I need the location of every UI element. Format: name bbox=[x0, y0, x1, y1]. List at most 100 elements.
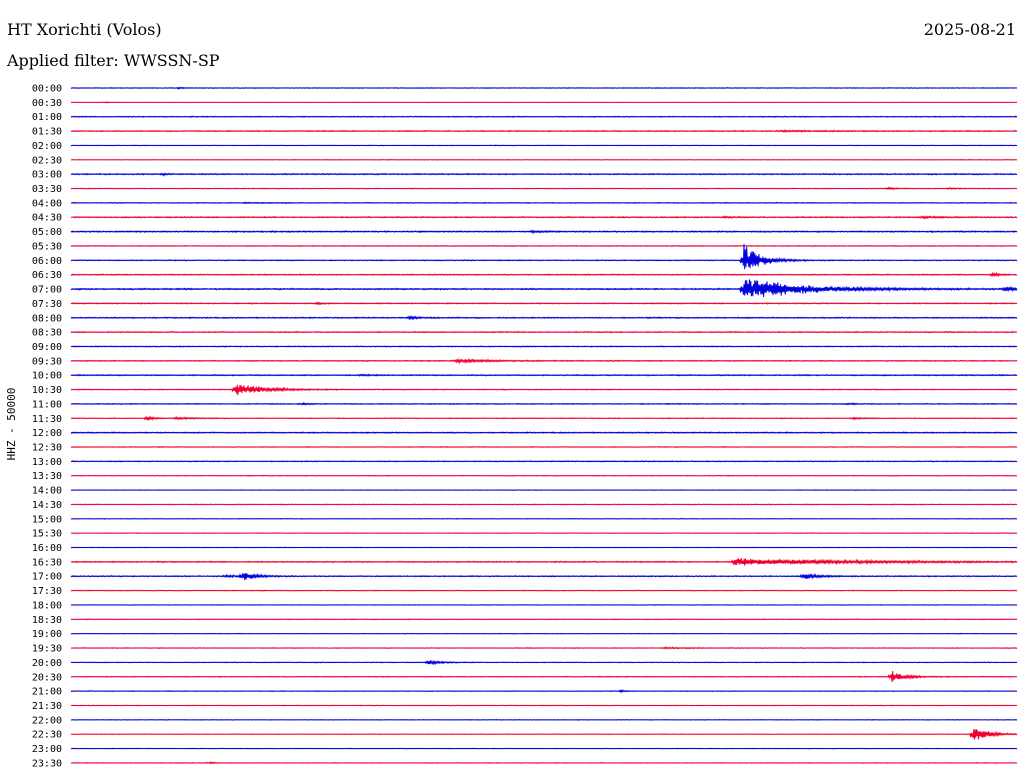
row-label-1200: 12:00 bbox=[32, 428, 62, 439]
row-label-0330: 03:30 bbox=[32, 184, 62, 195]
trace-1500 bbox=[70, 517, 1018, 520]
row-label-0100: 01:00 bbox=[32, 112, 62, 123]
trace-0700 bbox=[70, 279, 1018, 297]
trace-1900 bbox=[70, 632, 1018, 635]
row-label-1130: 11:30 bbox=[32, 414, 62, 425]
row-label-0430: 04:30 bbox=[32, 213, 62, 224]
row-label-0500: 05:00 bbox=[32, 227, 62, 238]
trace-0330 bbox=[70, 186, 1018, 191]
trace-0930 bbox=[70, 357, 1018, 365]
row-label-0600: 06:00 bbox=[32, 256, 62, 267]
row-label-0830: 08:30 bbox=[32, 328, 62, 339]
row-label-2130: 21:30 bbox=[32, 701, 62, 712]
trace-0030 bbox=[70, 101, 1018, 104]
date-label: 2025-08-21 bbox=[923, 20, 1016, 39]
row-label-2200: 22:00 bbox=[32, 715, 62, 726]
row-label-0200: 02:00 bbox=[32, 141, 62, 152]
trace-2300 bbox=[70, 747, 1018, 750]
row-label-1400: 14:00 bbox=[32, 486, 62, 497]
row-label-1630: 16:30 bbox=[32, 557, 62, 568]
trace-0730 bbox=[70, 301, 1018, 306]
row-label-0900: 09:00 bbox=[32, 342, 62, 353]
trace-0100 bbox=[70, 115, 1018, 118]
trace-2200 bbox=[70, 718, 1018, 721]
trace-0300 bbox=[70, 172, 1018, 177]
row-label-0400: 04:00 bbox=[32, 198, 62, 209]
row-label-1800: 18:00 bbox=[32, 600, 62, 611]
row-label-0130: 01:30 bbox=[32, 127, 62, 138]
trace-1330 bbox=[70, 474, 1018, 477]
row-label-1230: 12:30 bbox=[32, 443, 62, 454]
trace-0600 bbox=[70, 243, 1018, 270]
row-label-1530: 15:30 bbox=[32, 529, 62, 540]
row-label-2100: 21:00 bbox=[32, 687, 62, 698]
station-title: HT Xorichti (Volos) bbox=[7, 20, 162, 39]
row-label-1730: 17:30 bbox=[32, 586, 62, 597]
row-label-0700: 07:00 bbox=[32, 285, 62, 296]
trace-0630 bbox=[70, 271, 1018, 278]
row-label-2330: 23:30 bbox=[32, 758, 62, 769]
trace-1130 bbox=[70, 415, 1018, 421]
row-label-0800: 08:00 bbox=[32, 313, 62, 324]
trace-0200 bbox=[70, 144, 1018, 147]
trace-1530 bbox=[70, 532, 1018, 535]
trace-1400 bbox=[70, 489, 1018, 491]
row-label-1430: 14:30 bbox=[32, 500, 62, 511]
filter-label: Applied filter: WWSSN-SP bbox=[7, 51, 220, 70]
trace-2000 bbox=[70, 659, 1018, 666]
trace-1230 bbox=[70, 446, 1018, 448]
trace-1630 bbox=[70, 557, 1018, 566]
trace-1830 bbox=[70, 618, 1018, 621]
trace-0000 bbox=[70, 86, 1018, 90]
row-label-1600: 16:00 bbox=[32, 543, 62, 554]
row-label-1930: 19:30 bbox=[32, 644, 62, 655]
trace-1800 bbox=[70, 604, 1018, 606]
row-label-0730: 07:30 bbox=[32, 299, 62, 310]
row-label-0300: 03:00 bbox=[32, 170, 62, 181]
row-label-group: 00:00 00:30 01:00 01:30 02:00 02:30 03:00 03:30… bbox=[32, 84, 62, 770]
trace-0130 bbox=[70, 129, 1018, 134]
trace-0830 bbox=[70, 330, 1018, 334]
trace-1030 bbox=[70, 384, 1018, 396]
row-label-0030: 00:30 bbox=[32, 98, 62, 109]
row-label-2030: 20:30 bbox=[32, 672, 62, 683]
row-label-1100: 11:00 bbox=[32, 399, 62, 410]
trace-group bbox=[70, 86, 1018, 765]
trace-1930 bbox=[70, 646, 1018, 650]
trace-0800 bbox=[70, 315, 1018, 321]
trace-1100 bbox=[70, 401, 1018, 406]
row-label-1830: 18:30 bbox=[32, 615, 62, 626]
trace-0900 bbox=[70, 345, 1018, 348]
trace-0430 bbox=[70, 215, 1018, 220]
row-label-0000: 00:00 bbox=[32, 84, 62, 95]
row-label-0930: 09:30 bbox=[32, 356, 62, 367]
trace-1000 bbox=[70, 373, 1018, 377]
trace-2100 bbox=[70, 688, 1018, 694]
trace-1300 bbox=[70, 460, 1018, 463]
row-label-1900: 19:00 bbox=[32, 629, 62, 640]
row-label-0630: 06:30 bbox=[32, 270, 62, 281]
channel-label: HHZ - 50000 bbox=[5, 387, 18, 461]
trace-2030 bbox=[70, 671, 1018, 683]
row-label-1030: 10:30 bbox=[32, 385, 62, 396]
row-label-1300: 13:00 bbox=[32, 457, 62, 468]
trace-0400 bbox=[70, 201, 1018, 205]
row-label-2230: 22:30 bbox=[32, 730, 62, 741]
trace-1200 bbox=[70, 431, 1018, 435]
trace-2230 bbox=[70, 729, 1018, 740]
trace-0230 bbox=[70, 158, 1018, 161]
row-label-1700: 17:00 bbox=[32, 572, 62, 583]
trace-1430 bbox=[70, 503, 1018, 506]
row-label-1000: 10:00 bbox=[32, 371, 62, 382]
trace-1730 bbox=[70, 589, 1018, 592]
trace-1700 bbox=[70, 572, 1018, 580]
row-label-1500: 15:00 bbox=[32, 514, 62, 525]
row-label-0230: 02:30 bbox=[32, 155, 62, 166]
row-label-2300: 23:00 bbox=[32, 744, 62, 755]
trace-0500 bbox=[70, 229, 1018, 235]
trace-2330 bbox=[70, 760, 1018, 765]
row-label-0530: 05:30 bbox=[32, 241, 62, 252]
trace-0530 bbox=[70, 244, 1018, 248]
trace-2130 bbox=[70, 704, 1018, 707]
